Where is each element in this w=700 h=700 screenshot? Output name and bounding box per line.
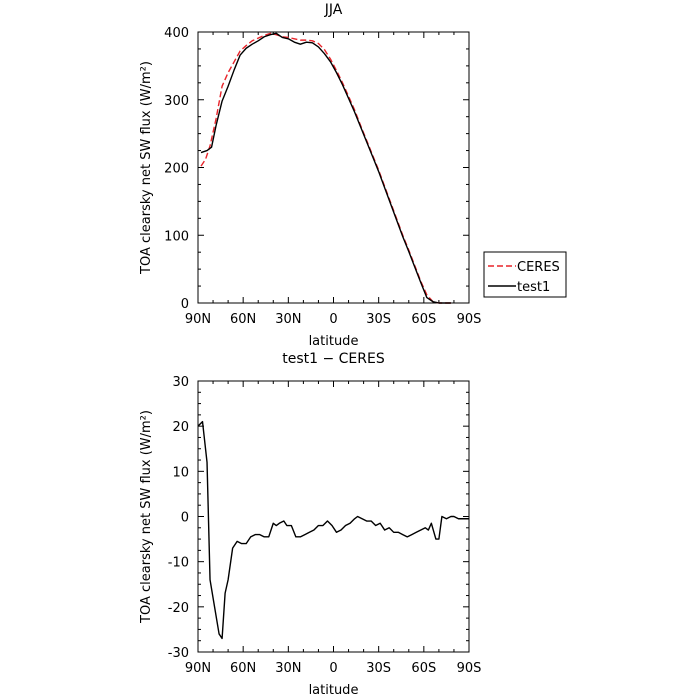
chart0-y-tick-label: 200 bbox=[164, 162, 189, 177]
chart0-title: JJA bbox=[324, 2, 343, 18]
chart0-y-tick-label: 0 bbox=[181, 297, 189, 312]
chart1-x-tick-label: 60S bbox=[411, 661, 436, 676]
chart1-y-tick-label: -20 bbox=[168, 601, 189, 616]
chart0-legend-label-test1: test1 bbox=[517, 280, 550, 295]
chart0-legend-label-ceres: CERES bbox=[517, 260, 560, 275]
chart1-y-axis-label: TOA clearsky net SW flux (W/m²) bbox=[139, 410, 154, 624]
chart1-y-tick-label: 30 bbox=[172, 375, 189, 390]
chart1-y-tick-label: 10 bbox=[172, 465, 189, 480]
chart0-plot-frame bbox=[197, 31, 470, 304]
chart0-legend-box bbox=[483, 251, 567, 298]
chart0-y-tick-label: 300 bbox=[164, 94, 189, 109]
chart0-y-tick-label: 100 bbox=[164, 229, 189, 244]
chart1-x-tick-label: 0 bbox=[329, 661, 337, 676]
chart0-y-axis-label: TOA clearsky net SW flux (W/m²) bbox=[139, 61, 154, 275]
chart0-x-tick-label: 60N bbox=[230, 312, 256, 327]
chart1-plot-frame bbox=[197, 380, 470, 653]
chart1-y-tick-label: -10 bbox=[168, 556, 189, 571]
chart1-title: test1 − CERES bbox=[282, 351, 385, 367]
chart1-x-tick-label: 90S bbox=[457, 661, 482, 676]
chart1-y-tick-label: -30 bbox=[168, 646, 189, 661]
chart0-y-tick-label: 400 bbox=[164, 26, 189, 41]
chart1-y-tick-label: 0 bbox=[181, 511, 189, 526]
chart0-x-tick-label: 30S bbox=[366, 312, 391, 327]
chart1-x-tick-label: 30N bbox=[275, 661, 301, 676]
chart0-x-tick-label: 60S bbox=[411, 312, 436, 327]
chart0-x-axis-label: latitude bbox=[309, 334, 359, 349]
chart1-x-tick-label: 30S bbox=[366, 661, 391, 676]
chart1-x-axis-label: latitude bbox=[309, 683, 359, 698]
chart0-x-tick-label: 90N bbox=[185, 312, 211, 327]
chart1-y-tick-label: 20 bbox=[172, 420, 189, 435]
chart0-x-tick-label: 30N bbox=[275, 312, 301, 327]
chart1-series-difference-line bbox=[197, 420, 469, 640]
chart0-series-test1-line bbox=[200, 32, 451, 304]
chart0-x-tick-label: 0 bbox=[329, 312, 337, 327]
chart0-x-tick-label: 90S bbox=[457, 312, 482, 327]
chart1-x-tick-label: 60N bbox=[230, 661, 256, 676]
chart1-x-tick-label: 90N bbox=[185, 661, 211, 676]
